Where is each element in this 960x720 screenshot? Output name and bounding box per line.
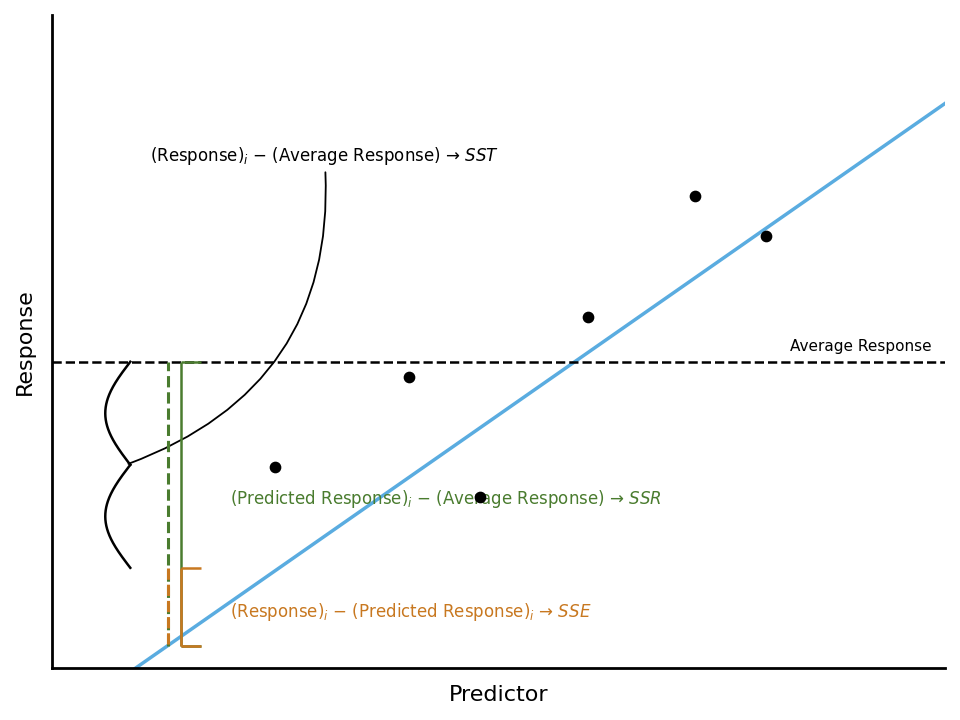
Point [401,371,417,382]
Point [267,462,282,473]
Text: (Response)$_i$ − (Predicted Response)$_i$ → $SSE$: (Response)$_i$ − (Predicted Response)$_i… [230,600,591,623]
Point [758,230,774,242]
Text: (Predicted Response)$_i$ − (Average Response) → $SSR$: (Predicted Response)$_i$ − (Average Resp… [230,487,662,510]
X-axis label: Predictor: Predictor [448,685,548,705]
Point [472,492,488,503]
Text: Average Response: Average Response [790,338,931,354]
Y-axis label: Response: Response [15,288,35,395]
Point [580,311,595,323]
Text: (Response)$_i$ − (Average Response) → $SST$: (Response)$_i$ − (Average Response) → $S… [129,145,499,464]
Point [687,190,703,202]
